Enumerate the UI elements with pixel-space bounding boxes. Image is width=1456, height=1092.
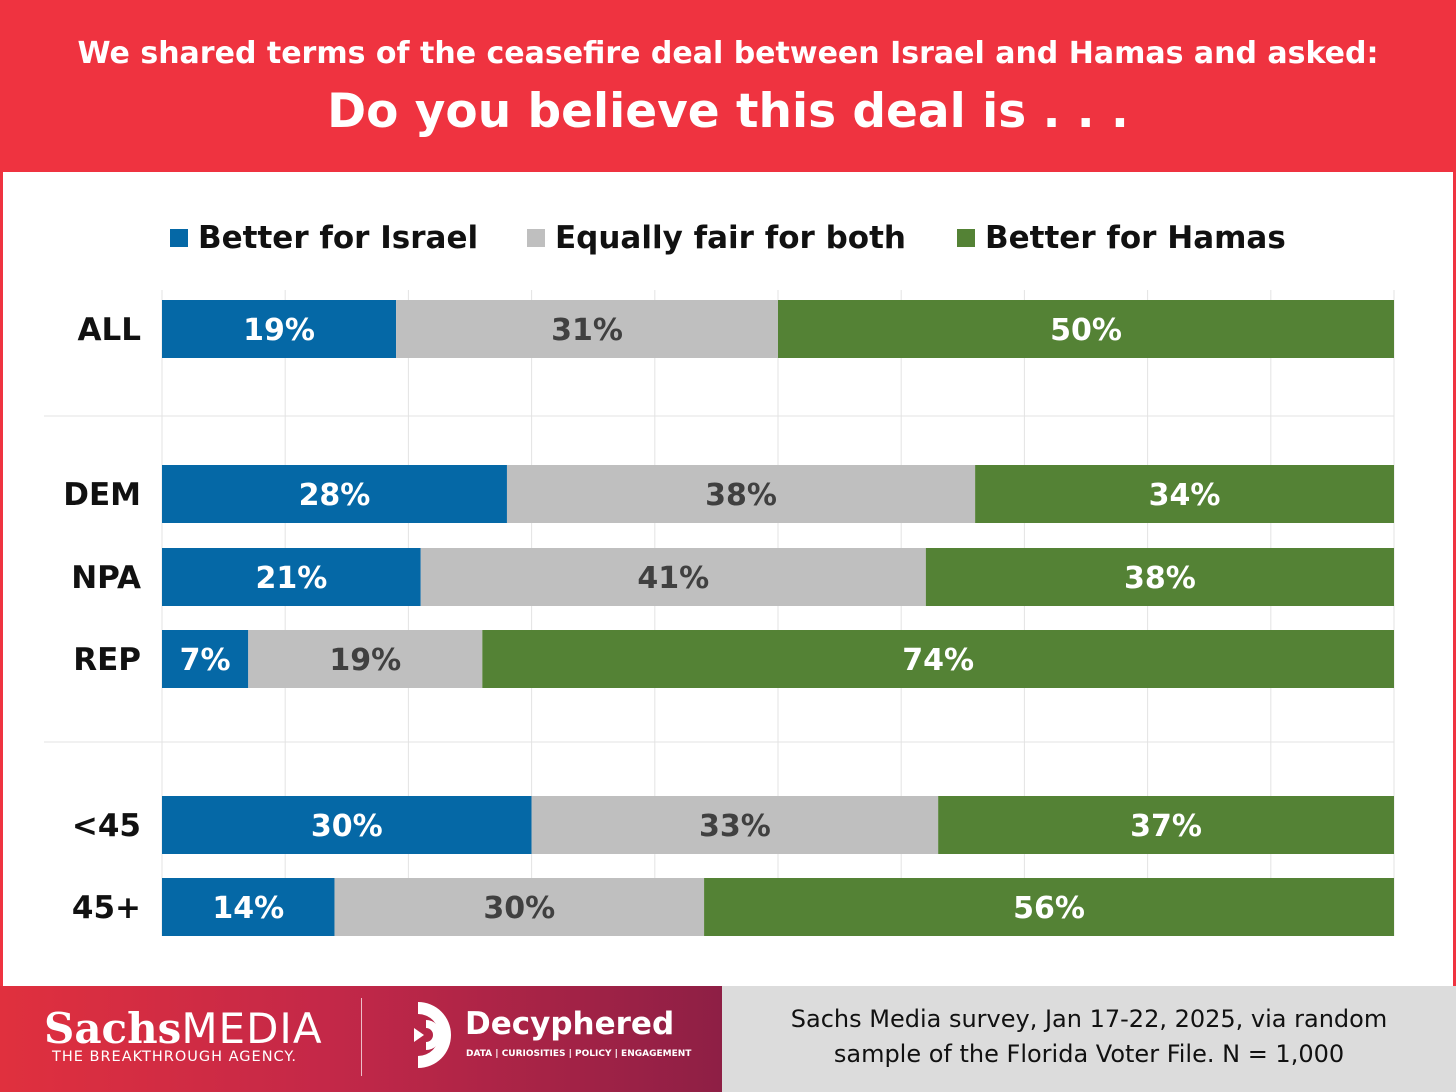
data-label: 19% <box>243 313 315 348</box>
category-label: ALL <box>78 312 142 348</box>
category-labels: ALL DEM NPA REP <45 45+ <box>63 312 141 926</box>
data-label: 38% <box>1124 561 1196 596</box>
bar-segment <box>482 630 1394 688</box>
data-label: 50% <box>1050 313 1122 348</box>
bar-segment <box>420 548 926 606</box>
bar-segment <box>778 300 1394 358</box>
category-label: NPA <box>71 560 141 596</box>
frame-left-border <box>0 172 3 986</box>
data-label: 28% <box>299 478 371 513</box>
bar-segment <box>925 548 1394 606</box>
source-line-2: sample of the Florida Voter File. N = 1,… <box>833 1040 1345 1068</box>
data-label: 33% <box>699 809 771 844</box>
bar-segment <box>396 300 778 358</box>
decyphered-name: Decyphered <box>465 1006 675 1042</box>
data-label: 31% <box>551 313 623 348</box>
legend-item-equal: Equally fair for both <box>527 218 906 258</box>
data-label: 30% <box>483 891 555 926</box>
category-label: 45+ <box>72 890 141 926</box>
bar-segment <box>248 630 483 688</box>
data-label: 38% <box>705 478 777 513</box>
legend-label-israel: Better for Israel <box>198 220 479 256</box>
frame-right-border <box>1453 172 1456 986</box>
decyphered-logo-icon <box>414 1002 451 1068</box>
data-label: 74% <box>902 643 974 678</box>
footer-divider <box>361 998 362 1076</box>
bar-segment <box>334 878 705 936</box>
footer-source-panel <box>722 986 1456 1092</box>
chart-title: Do you believe this deal is . . . <box>327 84 1129 139</box>
bar-segment <box>506 465 976 523</box>
category-label: <45 <box>72 808 141 844</box>
legend-swatch-israel <box>170 229 188 247</box>
data-label: 19% <box>329 643 401 678</box>
data-label: 41% <box>637 561 709 596</box>
bar-segment <box>975 465 1394 523</box>
bar-segment <box>162 548 421 606</box>
bar-segment <box>162 796 532 854</box>
bar-segment <box>162 465 507 523</box>
legend-item-israel: Better for Israel <box>170 218 478 258</box>
data-label: 30% <box>311 809 383 844</box>
data-label: 7% <box>180 643 231 678</box>
category-label: DEM <box>63 477 141 513</box>
legend-swatch-hamas <box>957 229 975 247</box>
chart-subtitle: We shared terms of the ceasefire deal be… <box>77 36 1379 71</box>
header-banner: We shared terms of the ceasefire deal be… <box>0 0 1456 172</box>
category-label: REP <box>73 642 141 678</box>
bar-segment <box>938 796 1394 854</box>
legend-label-equal: Equally fair for both <box>555 220 906 256</box>
sachs-tagline: THE BREAKTHROUGH AGENCY. <box>52 1049 297 1065</box>
legend-label-hamas: Better for Hamas <box>985 220 1286 256</box>
bar-segment <box>162 300 397 358</box>
source-line-1: Sachs Media survey, Jan 17-22, 2025, via… <box>790 1005 1388 1033</box>
chart-bars: 19% 31% 50% 28% 38% 34% 21% 41% 38% 7% 19% 74% 30% 33… <box>162 300 1394 936</box>
stacked-bar-chart: 19% 31% 50% 28% 38% 34% 21% 41% 38% 7% 19% 74% 30% 33… <box>44 290 1395 936</box>
legend-swatch-equal <box>527 229 545 247</box>
data-label: 34% <box>1149 478 1221 513</box>
data-label: 21% <box>255 561 327 596</box>
data-label: 14% <box>212 891 284 926</box>
bar-segment <box>531 796 939 854</box>
data-label: 37% <box>1130 809 1202 844</box>
source-note: Sachs Media survey, Jan 17-22, 2025, via… <box>722 1002 1456 1072</box>
bar-segment <box>162 630 249 688</box>
sachs-media-logo: SachsMEDIA <box>44 1004 323 1053</box>
bar-segment <box>704 878 1394 936</box>
decyphered-tagline: DATA | CURIOSITIES | POLICY | ENGAGEMENT <box>466 1049 692 1059</box>
legend-item-hamas: Better for Hamas <box>957 218 1286 258</box>
bar-segment <box>162 878 335 936</box>
data-label: 56% <box>1013 891 1085 926</box>
